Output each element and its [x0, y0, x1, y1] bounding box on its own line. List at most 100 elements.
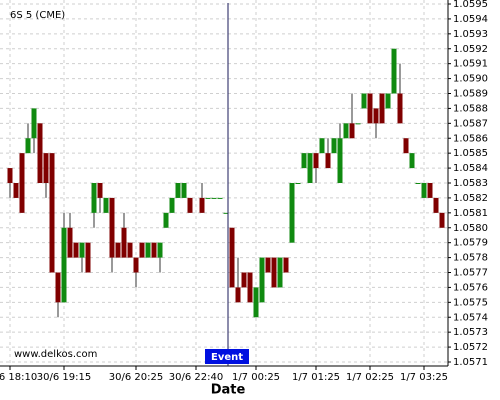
y-tick-label: 1.0574: [453, 312, 488, 323]
y-tick-label: 1.0577: [453, 268, 488, 279]
candle-body: [265, 257, 271, 273]
x-tick-label: 30/6 19:15: [37, 372, 91, 383]
y-tick-label: 1.0588: [453, 103, 488, 114]
y-tick-label: 1.0584: [453, 163, 488, 174]
y-tick-label: 1.0572: [453, 342, 488, 353]
y-tick-label: 1.0582: [453, 193, 488, 204]
candle-body: [415, 183, 421, 184]
y-tick-label: 1.0575: [453, 297, 488, 308]
candle-body: [229, 227, 235, 288]
candle-body: [199, 197, 205, 213]
candle-body: [307, 153, 313, 183]
y-tick-label: 1.0592: [453, 44, 488, 55]
candle-body: [271, 257, 277, 288]
candle-body: [409, 153, 415, 169]
candle-body: [361, 93, 367, 109]
candle-body: [19, 153, 25, 213]
y-tick-label: 1.0571: [453, 357, 488, 368]
candle-body: [91, 183, 97, 213]
candle-body: [169, 197, 175, 213]
candle-body: [217, 197, 223, 199]
candle-body: [97, 183, 103, 198]
candle-body: [253, 287, 259, 318]
y-tick-label: 1.0581: [453, 208, 488, 219]
y-tick-label: 1.0578: [453, 253, 488, 264]
candle-body: [127, 242, 133, 258]
candle-body: [223, 212, 229, 214]
event-box: [205, 349, 249, 364]
candle-body: [157, 242, 163, 258]
y-tick-label: 1.0579: [453, 238, 488, 249]
y-tick-label: 1.0593: [453, 29, 488, 40]
candle-body: [325, 153, 331, 169]
y-tick-label: 1.0590: [453, 74, 488, 85]
candle-body: [211, 197, 217, 199]
y-tick-label: 1.0583: [453, 178, 488, 189]
y-tick-label: 1.0587: [453, 118, 488, 129]
candle-body: [37, 123, 43, 183]
candle-body: [283, 257, 289, 273]
candle-body: [115, 242, 121, 258]
candle-body: [133, 257, 139, 273]
candle-body: [421, 183, 427, 198]
candle-body: [121, 227, 127, 258]
candle-body: [385, 93, 391, 109]
candles: [7, 48, 445, 318]
x-tick-label: 1/7 02:25: [346, 372, 394, 383]
candle-body: [67, 227, 73, 258]
candle-body: [259, 257, 265, 303]
candle-body: [49, 153, 55, 273]
y-tick-label: 1.0586: [453, 133, 488, 144]
candle-body: [343, 123, 349, 139]
y-tick-label: 1.0589: [453, 89, 488, 100]
candle-body: [163, 212, 169, 228]
candle-body: [355, 123, 361, 125]
candle-body: [397, 93, 403, 124]
candle-body: [313, 153, 319, 169]
candle-body: [319, 138, 325, 154]
candle-body: [13, 183, 19, 198]
candle-body: [367, 93, 373, 124]
candle-body: [139, 242, 145, 258]
candle-body: [109, 197, 115, 258]
candle-body: [289, 183, 295, 243]
x-tick-label: 30/6 22:40: [169, 372, 223, 383]
candle-body: [373, 108, 379, 124]
y-tick-label: 1.0591: [453, 59, 488, 70]
candle-body: [241, 272, 247, 288]
y-tick-label: 1.0594: [453, 14, 488, 25]
candle-body: [337, 138, 343, 183]
candle-body: [247, 272, 253, 303]
event-label: Event: [211, 352, 243, 363]
candle-body: [349, 123, 355, 139]
candle-body: [295, 183, 301, 184]
candle-body: [181, 183, 187, 198]
candle-body: [175, 183, 181, 198]
candle-body: [7, 168, 13, 183]
candle-body: [205, 197, 211, 199]
x-tick-label: 30/6 18:10: [0, 372, 37, 383]
candle-body: [25, 138, 31, 154]
candle-body: [301, 153, 307, 169]
x-tick-label: 1/7 00:25: [232, 372, 280, 383]
candle-body: [235, 287, 241, 303]
x-tick-label: 1/7 03:25: [400, 372, 448, 383]
candle-body: [61, 227, 67, 303]
candle-body: [379, 93, 385, 124]
candle-body: [151, 242, 157, 258]
candle-body: [433, 197, 439, 213]
candle-body: [103, 197, 109, 213]
candle-body: [43, 153, 49, 183]
candle-body: [79, 242, 85, 258]
candle-body: [391, 48, 397, 94]
candle-body: [73, 242, 79, 258]
candle-body: [427, 183, 433, 198]
candle-body: [145, 242, 151, 258]
candle-body: [331, 138, 337, 154]
x-axis-label: Date: [211, 383, 246, 398]
watermark: www.delkos.com: [14, 349, 97, 360]
candle-body: [277, 257, 283, 288]
y-tick-label: 1.0580: [453, 223, 488, 234]
candle-body: [31, 108, 37, 139]
